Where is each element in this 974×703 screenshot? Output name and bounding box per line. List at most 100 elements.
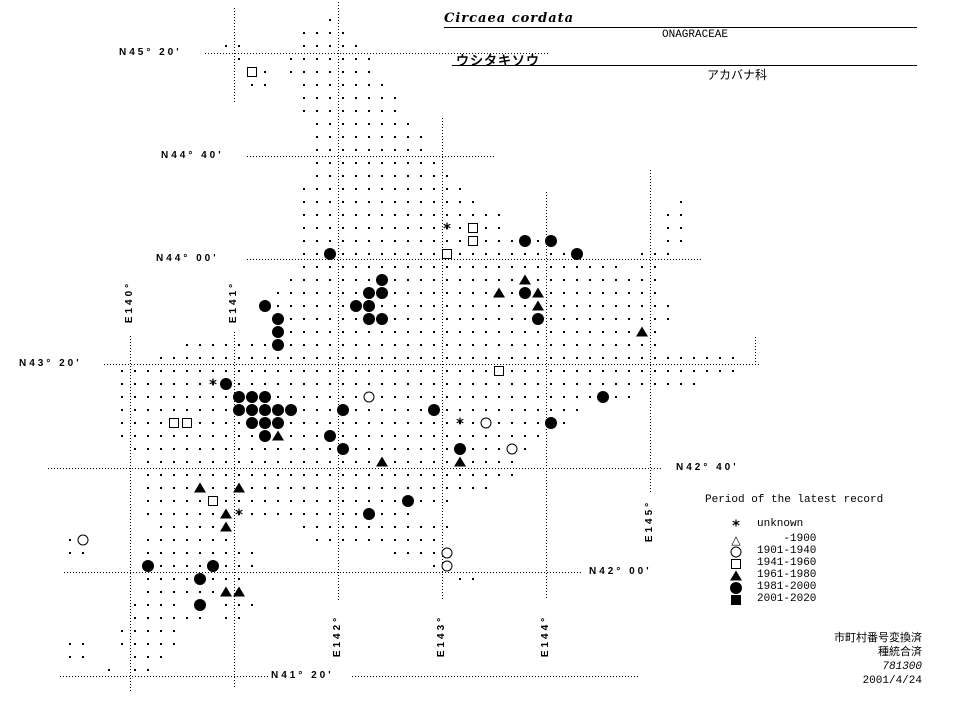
grid-dot bbox=[576, 331, 578, 333]
grid-dot bbox=[186, 513, 188, 515]
grid-dot bbox=[654, 357, 656, 359]
grid-dot bbox=[329, 461, 331, 463]
grid-dot bbox=[394, 266, 396, 268]
grid-dot bbox=[446, 357, 448, 359]
grid-dot bbox=[550, 370, 552, 372]
grid-dot bbox=[407, 357, 409, 359]
grid-dot bbox=[238, 578, 240, 580]
grid-dot bbox=[329, 279, 331, 281]
grid-dot bbox=[121, 409, 123, 411]
grid-dot bbox=[316, 331, 318, 333]
grid-dot bbox=[173, 461, 175, 463]
grid-dot bbox=[186, 357, 188, 359]
grid-dot bbox=[316, 32, 318, 34]
grid-dot bbox=[342, 344, 344, 346]
legend-item-label: unknown bbox=[757, 517, 804, 530]
longitude-line bbox=[442, 118, 443, 600]
longitude-label: E142° bbox=[332, 611, 344, 661]
grid-dot bbox=[199, 539, 201, 541]
grid-dot bbox=[355, 526, 357, 528]
grid-dot bbox=[316, 123, 318, 125]
grid-dot bbox=[420, 136, 422, 138]
grid-dot bbox=[628, 396, 630, 398]
grid-dot bbox=[368, 123, 370, 125]
grid-dot bbox=[550, 253, 552, 255]
record-marker-triangle-filled bbox=[272, 430, 284, 441]
grid-dot bbox=[472, 422, 474, 424]
legend-item-label: 1901-1940 bbox=[757, 544, 817, 557]
record-marker-square-open bbox=[247, 67, 257, 77]
grid-dot bbox=[368, 214, 370, 216]
grid-dot bbox=[498, 344, 500, 346]
record-marker-circle-open bbox=[77, 534, 89, 546]
grid-dot bbox=[485, 279, 487, 281]
grid-dot bbox=[329, 331, 331, 333]
grid-dot bbox=[485, 370, 487, 372]
grid-dot bbox=[368, 84, 370, 86]
grid-dot bbox=[576, 409, 578, 411]
record-marker-circle-open bbox=[441, 560, 453, 572]
grid-dot bbox=[290, 435, 292, 437]
grid-dot bbox=[680, 357, 682, 359]
grid-dot bbox=[342, 97, 344, 99]
grid-dot bbox=[628, 331, 630, 333]
grid-dot bbox=[641, 357, 643, 359]
grid-dot bbox=[355, 331, 357, 333]
grid-dot bbox=[446, 344, 448, 346]
grid-dot bbox=[316, 409, 318, 411]
grid-dot bbox=[667, 240, 669, 242]
record-marker-triangle-filled bbox=[532, 287, 544, 298]
grid-dot bbox=[290, 305, 292, 307]
grid-dot bbox=[316, 344, 318, 346]
record-marker-circle-filled bbox=[272, 313, 284, 325]
grid-dot bbox=[654, 370, 656, 372]
grid-dot bbox=[563, 292, 565, 294]
grid-dot bbox=[225, 617, 227, 619]
grid-dot bbox=[225, 357, 227, 359]
record-marker-circle-filled bbox=[272, 326, 284, 338]
grid-dot bbox=[134, 383, 136, 385]
grid-dot bbox=[381, 240, 383, 242]
grid-dot bbox=[394, 513, 396, 515]
grid-dot bbox=[173, 409, 175, 411]
grid-dot bbox=[446, 474, 448, 476]
grid-dot bbox=[303, 188, 305, 190]
grid-dot bbox=[342, 318, 344, 320]
grid-dot bbox=[524, 396, 526, 398]
grid-dot bbox=[225, 552, 227, 554]
grid-dot bbox=[381, 214, 383, 216]
grid-dot bbox=[303, 370, 305, 372]
grid-dot bbox=[407, 344, 409, 346]
grid-dot bbox=[329, 383, 331, 385]
grid-dot bbox=[225, 461, 227, 463]
grid-dot bbox=[173, 500, 175, 502]
record-marker-triangle-filled bbox=[376, 456, 388, 467]
latitude-line bbox=[352, 676, 640, 677]
grid-dot bbox=[485, 331, 487, 333]
grid-dot bbox=[589, 292, 591, 294]
grid-dot bbox=[550, 344, 552, 346]
grid-dot bbox=[394, 136, 396, 138]
grid-dot bbox=[316, 305, 318, 307]
grid-dot bbox=[550, 318, 552, 320]
grid-dot bbox=[706, 370, 708, 372]
grid-dot bbox=[524, 409, 526, 411]
grid-dot bbox=[576, 370, 578, 372]
record-marker-circle-filled bbox=[376, 313, 388, 325]
grid-dot bbox=[316, 461, 318, 463]
grid-dot bbox=[277, 461, 279, 463]
grid-dot bbox=[212, 552, 214, 554]
grid-dot bbox=[212, 474, 214, 476]
grid-dot bbox=[524, 383, 526, 385]
grid-dot bbox=[251, 513, 253, 515]
grid-dot bbox=[173, 474, 175, 476]
grid-dot bbox=[459, 188, 461, 190]
grid-dot bbox=[472, 396, 474, 398]
grid-dot bbox=[511, 396, 513, 398]
legend-symbol-triangle-open: △ bbox=[731, 533, 741, 547]
grid-dot bbox=[134, 396, 136, 398]
grid-dot bbox=[121, 643, 123, 645]
grid-dot bbox=[381, 253, 383, 255]
grid-dot bbox=[446, 279, 448, 281]
grid-dot bbox=[251, 552, 253, 554]
